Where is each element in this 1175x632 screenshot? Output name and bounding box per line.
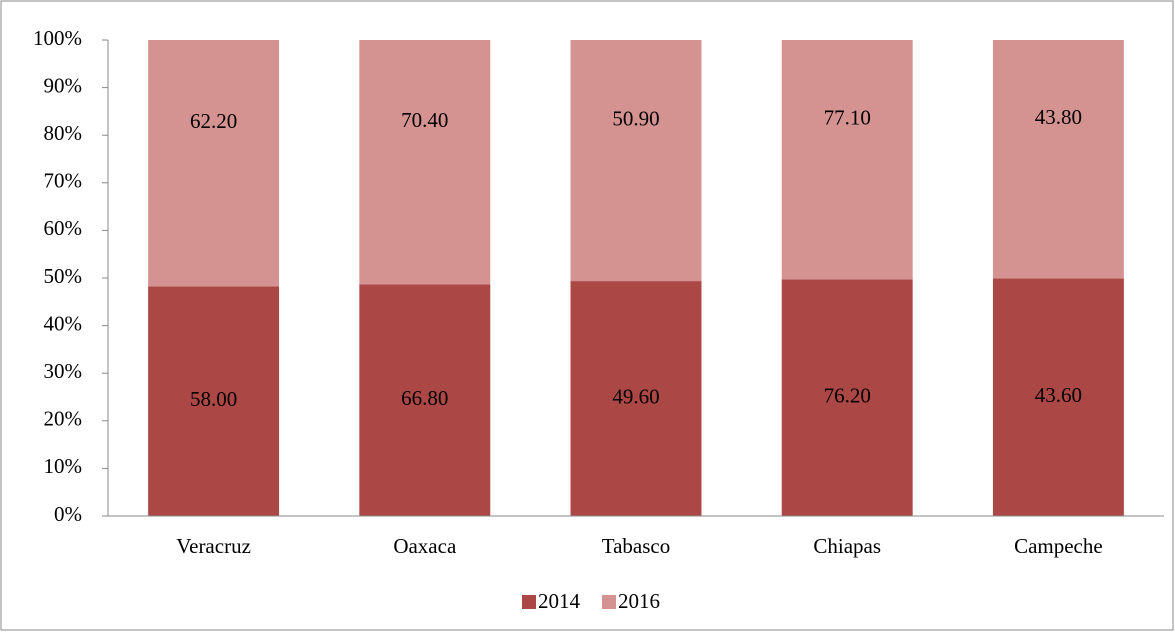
data-label: 50.90 [612, 106, 659, 130]
y-tick-label: 10% [44, 454, 83, 478]
legend-swatch [602, 595, 616, 609]
y-tick-label: 60% [44, 216, 83, 240]
x-tick-label: Campeche [1014, 534, 1103, 558]
y-tick-label: 30% [44, 359, 83, 383]
bar-segment [359, 40, 491, 285]
bar-segment [781, 279, 913, 516]
bar-segment [781, 40, 913, 280]
y-tick-label: 70% [44, 169, 83, 193]
y-tick-label: 50% [44, 264, 83, 288]
data-label: 70.40 [401, 108, 448, 132]
legend-label: 2016 [618, 589, 660, 613]
data-label: 76.20 [824, 384, 871, 408]
y-tick-label: 40% [44, 311, 83, 335]
legend-label: 2014 [538, 589, 581, 613]
data-label: 66.80 [401, 386, 448, 410]
legend-swatch [522, 595, 536, 609]
bar-segment [992, 278, 1124, 516]
bar-segment [359, 284, 491, 516]
bar-segment [148, 40, 280, 287]
y-tick-label: 100% [33, 26, 82, 50]
bar-segment [148, 286, 280, 516]
y-tick-label: 90% [44, 73, 83, 97]
data-label: 58.00 [190, 387, 237, 411]
data-label: 77.10 [824, 106, 871, 130]
x-tick-label: Veracruz [176, 534, 251, 558]
bar-segment [570, 281, 702, 516]
y-tick-label: 20% [44, 407, 83, 431]
y-tick-label: 80% [44, 121, 83, 145]
data-label: 62.20 [190, 109, 237, 133]
x-tick-label: Oaxaca [393, 534, 457, 558]
x-tick-label: Tabasco [602, 534, 671, 558]
y-tick-label: 0% [54, 502, 82, 526]
bar-segment [570, 40, 702, 282]
data-label: 43.60 [1035, 383, 1082, 407]
x-tick-label: Chiapas [813, 534, 881, 558]
bar-segment [992, 40, 1124, 279]
data-label: 49.60 [612, 384, 659, 408]
data-label: 43.80 [1035, 105, 1082, 129]
